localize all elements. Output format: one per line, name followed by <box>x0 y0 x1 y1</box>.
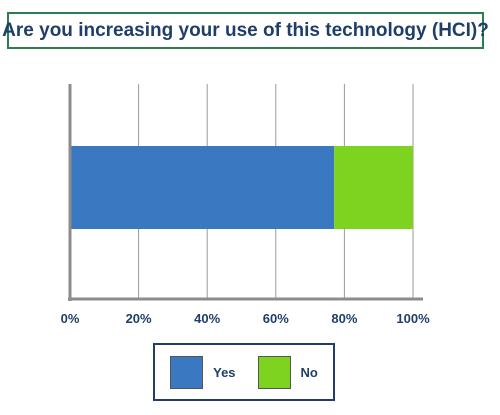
chart-title-box: Are you increasing your use of this tech… <box>2 12 489 49</box>
legend-swatch-yes <box>170 355 204 389</box>
bar-yes <box>70 146 335 229</box>
legend-label-no: No <box>300 364 318 380</box>
chart-title: Are you increasing your use of this tech… <box>2 19 489 41</box>
legend-swatch-no <box>257 355 291 389</box>
legend-label-yes: Yes <box>213 364 236 380</box>
x-tick-label-80: 80% <box>331 311 357 326</box>
x-tick-label-40: 40% <box>194 311 220 326</box>
bar-no <box>334 146 413 229</box>
x-tick-label-100: 100% <box>396 311 430 326</box>
axes <box>68 84 423 301</box>
legend-item-yes: Yes <box>170 355 236 389</box>
x-tick-label-0: 0% <box>61 311 80 326</box>
legend-item-no: No <box>257 355 318 389</box>
x-tick-label-20: 20% <box>126 311 152 326</box>
legend: Yes No <box>153 343 335 401</box>
tick-labels: 0% 20% 40% 60% 80% 100% <box>61 311 430 326</box>
bars <box>70 146 413 229</box>
chart-plot: 0% 20% 40% 60% 80% 100% <box>61 84 430 326</box>
x-tick-label-60: 60% <box>263 311 289 326</box>
